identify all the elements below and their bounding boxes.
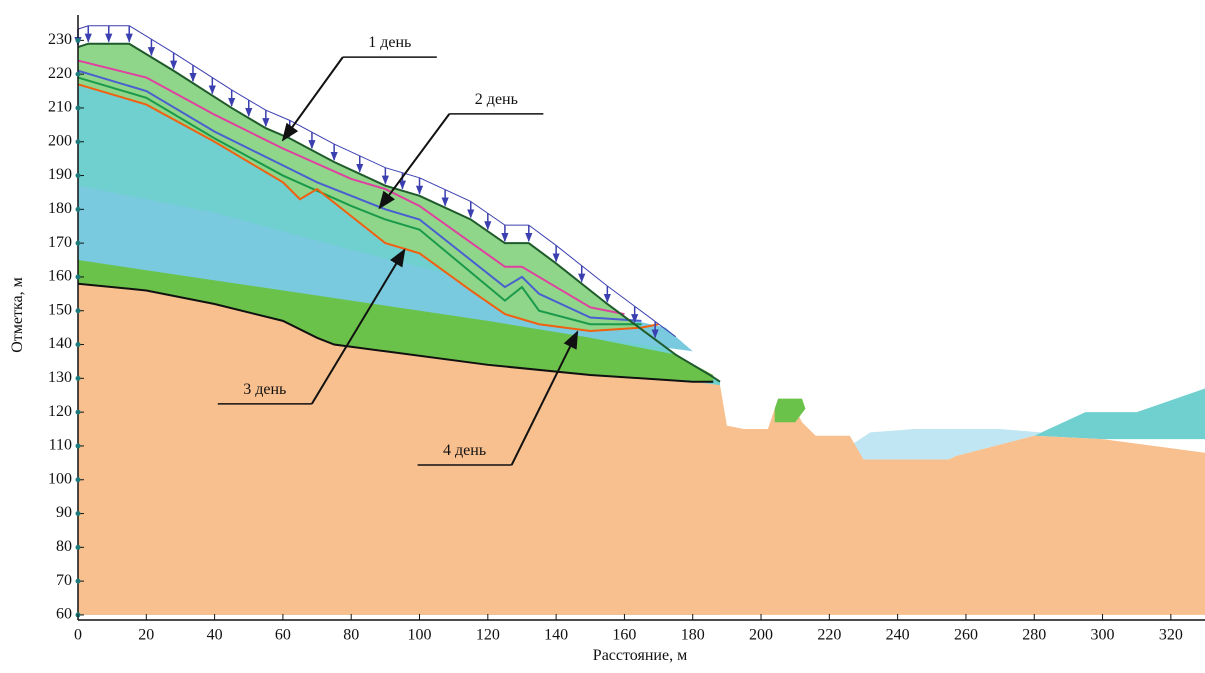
y-tick-label: 190: [48, 166, 72, 183]
x-tick-label: 20: [138, 627, 154, 644]
y-tick-dot: [76, 139, 81, 144]
x-tick-label: 0: [74, 627, 82, 644]
y-tick-dot: [76, 241, 81, 246]
x-tick-label: 80: [343, 627, 359, 644]
y-tick-label: 120: [48, 403, 72, 420]
y-tick-dot: [76, 477, 81, 482]
y-tick-label: 100: [48, 470, 72, 487]
y-tick-label: 70: [56, 572, 72, 589]
y-tick-dot: [76, 443, 81, 448]
y-tick-dot: [76, 207, 81, 212]
layer: [775, 399, 806, 423]
y-tick-label: 90: [56, 504, 72, 521]
x-tick-label: 60: [275, 627, 291, 644]
x-tick-label: 160: [612, 627, 636, 644]
y-tick-label: 160: [48, 268, 72, 285]
y-tick-dot: [76, 38, 81, 43]
x-axis-label: Расстояние, м: [593, 647, 687, 664]
y-tick-label: 180: [48, 200, 72, 217]
load-line: [607, 286, 634, 306]
chart: 60 70 80 90 100 110 120 130 140 150 160 170 180 190 20…: [0, 0, 1205, 668]
annotation-label: 1 день: [368, 34, 411, 51]
y-tick-dot: [76, 545, 81, 550]
page: {"chart_data": { "type": "profile", "xla…: [0, 0, 1205, 668]
y-tick-label: 140: [48, 335, 72, 352]
annotation-arrow: [283, 57, 343, 140]
annotation-label: 3 день: [243, 381, 286, 398]
y-tick-label: 110: [49, 437, 72, 454]
x-tick-label: 120: [476, 627, 500, 644]
annotation-label: 4 день: [443, 442, 486, 459]
y-tick-dot: [76, 72, 81, 77]
x-tick-label: 140: [544, 627, 568, 644]
y-tick-dot: [76, 173, 81, 178]
x-tick-label: 260: [954, 627, 978, 644]
x-tick-label: 40: [207, 627, 223, 644]
y-tick-label: 60: [56, 606, 72, 623]
x-tick-label: 180: [681, 627, 705, 644]
x-tick-label: 280: [1022, 627, 1046, 644]
x-tick-label: 240: [886, 627, 910, 644]
load-line: [78, 26, 88, 29]
x-tick-label: 300: [1091, 627, 1115, 644]
y-axis-label: Отметка, м: [9, 277, 26, 353]
y-tick-label: 220: [48, 65, 72, 82]
y-tick-dot: [76, 410, 81, 415]
annotation-label: 2 день: [475, 91, 518, 108]
y-tick-dot: [76, 376, 81, 381]
layer: [1034, 388, 1205, 439]
y-tick-dot: [76, 274, 81, 279]
y-tick-label: 170: [48, 234, 72, 251]
y-tick-dot: [76, 579, 81, 584]
y-tick-dot: [76, 105, 81, 110]
y-tick-label: 230: [48, 31, 72, 48]
load-line: [529, 225, 556, 245]
y-tick-label: 130: [48, 369, 72, 386]
y-tick-label: 210: [48, 99, 72, 116]
y-tick-label: 150: [48, 301, 72, 318]
y-tick-label: 80: [56, 538, 72, 555]
x-tick-label: 220: [817, 627, 841, 644]
load-line: [266, 110, 290, 120]
y-tick-dot: [76, 342, 81, 347]
y-tick-label: 200: [48, 132, 72, 149]
x-tick-label: 100: [408, 627, 432, 644]
x-tick-label: 200: [749, 627, 773, 644]
x-tick-label: 320: [1159, 627, 1183, 644]
y-tick-dot: [76, 511, 81, 516]
y-tick-dot: [76, 308, 81, 313]
